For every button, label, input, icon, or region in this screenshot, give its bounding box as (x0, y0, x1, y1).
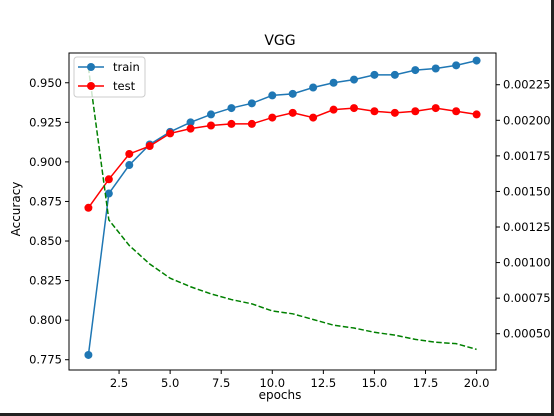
data-point-train (472, 56, 481, 65)
data-point-test (84, 203, 93, 212)
legend-label-train: train (113, 60, 140, 74)
x-axis-label: epochs (259, 388, 302, 402)
y-tick-label: 0.925 (29, 115, 62, 129)
data-point-test (411, 107, 420, 116)
data-point-test (472, 110, 481, 119)
data-point-train (350, 75, 359, 84)
y2-tick-label: 0.00200 (503, 113, 551, 127)
data-point-train (84, 350, 93, 359)
data-point-train (104, 189, 113, 198)
y-tick-label: 0.825 (29, 274, 62, 288)
data-point-test (247, 119, 256, 128)
data-point-test (329, 105, 338, 114)
data-point-test (227, 119, 236, 128)
y2-tick-label: 0.00175 (503, 149, 551, 163)
data-point-test (288, 108, 297, 117)
y2-tick-label: 0.00050 (503, 327, 551, 341)
y-axis-label: Accuracy (9, 182, 23, 237)
x-tick-label: 10.0 (259, 376, 285, 390)
series-layer (84, 56, 481, 359)
x-tick-label: 20.0 (464, 376, 490, 390)
y-tick-label: 0.850 (29, 234, 62, 248)
legend-marker-test (87, 82, 95, 90)
data-point-test (186, 124, 195, 133)
y2-tick-label: 0.00125 (503, 220, 551, 234)
data-point-train (268, 91, 277, 100)
data-point-train (125, 161, 134, 170)
data-point-test (145, 142, 154, 151)
y2-tick-label: 0.00225 (503, 78, 551, 92)
y-tick-label: 0.900 (29, 155, 62, 169)
x-tick-label: 17.5 (413, 376, 439, 390)
series-line-test (87, 107, 477, 209)
data-point-train (329, 78, 338, 87)
data-point-test (309, 113, 318, 122)
data-point-test (452, 107, 461, 116)
y2-tick-label: 0.00100 (503, 256, 551, 270)
plot-frame (68, 52, 497, 371)
data-point-test (350, 104, 359, 113)
data-point-train (370, 70, 379, 79)
data-point-test (104, 175, 113, 184)
legend: train test (73, 56, 146, 98)
data-point-train (247, 99, 256, 108)
data-point-test (125, 149, 134, 158)
y2-tick-label: 0.00075 (503, 291, 551, 305)
series-line-train (87, 59, 477, 356)
x-tick-label: 2.5 (110, 376, 128, 390)
data-point-train (227, 104, 236, 113)
data-point-test (166, 129, 175, 138)
data-point-train (206, 110, 215, 119)
data-point-test (370, 107, 379, 116)
legend-marker-train (87, 63, 95, 71)
data-point-test (206, 121, 215, 130)
data-point-train (452, 61, 461, 70)
data-point-train (186, 118, 195, 127)
data-point-train (309, 83, 318, 92)
x-tick-label: 15.0 (362, 376, 388, 390)
data-point-train (431, 64, 440, 73)
y-tick-label: 0.800 (29, 313, 62, 327)
data-point-train (390, 70, 399, 79)
y-tick-label: 0.875 (29, 194, 62, 208)
data-point-test (390, 108, 399, 117)
data-point-test (431, 104, 440, 113)
y-tick-label: 0.950 (29, 76, 62, 90)
y2-axis-ticks: 0.00050 0.00075 0.00100 0.00125 0.00150 0.001… (496, 78, 551, 341)
x-axis-ticks: 2.5 5.0 7.5 10.0 12.5 15.0 17.5 20.0 (110, 370, 489, 390)
y-axis-ticks: 0.775 0.800 0.825 0.850 0.875 0.900 0.925 0.950 (29, 76, 69, 367)
legend-label-test: test (113, 79, 136, 93)
data-point-train (288, 89, 297, 98)
x-tick-label: 7.5 (212, 376, 230, 390)
y-tick-label: 0.775 (29, 353, 62, 367)
x-tick-label: 5.0 (161, 376, 179, 390)
data-point-train (411, 66, 420, 75)
series-line-series-2 (87, 67, 477, 351)
chart-title: VGG (264, 33, 295, 49)
x-tick-label: 12.5 (311, 376, 337, 390)
data-point-test (268, 113, 277, 122)
y2-tick-label: 0.00150 (503, 184, 551, 198)
